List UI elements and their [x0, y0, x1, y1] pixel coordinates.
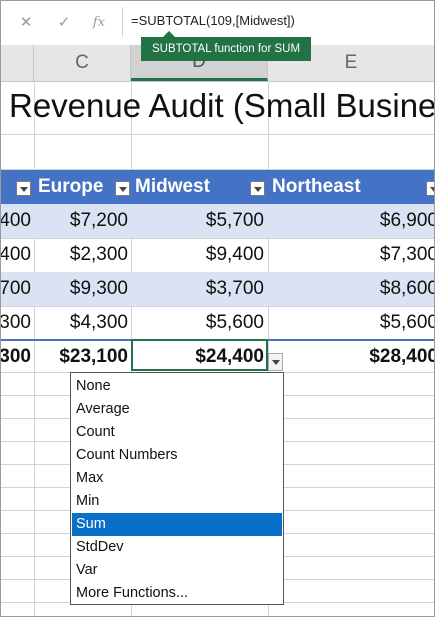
- total-cell[interactable]: $23,100: [59, 346, 128, 367]
- active-cell-outline: [131, 339, 268, 371]
- filter-dropdown-icon[interactable]: [115, 181, 130, 196]
- enter-icon[interactable]: ✓: [57, 14, 71, 31]
- menu-item-max[interactable]: Max: [76, 470, 104, 486]
- sheet-title[interactable]: Revenue Audit (Small Business: [9, 87, 435, 124]
- table-cell[interactable]: $8,600: [379, 278, 435, 299]
- header-europe[interactable]: Europe: [38, 176, 104, 197]
- table-cell[interactable]: $9,400: [205, 244, 264, 265]
- column-header-partial[interactable]: [1, 45, 34, 81]
- total-cell-midwest[interactable]: $24,400: [195, 346, 264, 367]
- table-cell[interactable]: 700: [0, 278, 31, 299]
- filter-dropdown-icon[interactable]: [250, 181, 265, 196]
- menu-item-var[interactable]: Var: [76, 562, 98, 578]
- table-cell[interactable]: 400: [0, 210, 31, 231]
- table-cell[interactable]: $5,600: [379, 312, 435, 333]
- menu-item-stddev[interactable]: StdDev: [76, 539, 124, 555]
- table-cell[interactable]: $3,700: [205, 278, 264, 299]
- table-cell[interactable]: $4,300: [69, 312, 128, 333]
- grid-line: [1, 238, 434, 239]
- grid-line: [34, 81, 35, 616]
- table-cell[interactable]: $7,200: [69, 210, 128, 231]
- table-cell[interactable]: $5,600: [205, 312, 264, 333]
- menu-item-average[interactable]: Average: [76, 401, 130, 417]
- table-cell[interactable]: $7,300: [379, 244, 435, 265]
- formula-bar-divider: [122, 7, 123, 37]
- function-tooltip: SUBTOTAL function for SUM: [141, 31, 311, 61]
- total-row: 300 $23,100 $24,400 $28,400: [1, 340, 434, 374]
- cell-dropdown-button[interactable]: [268, 353, 283, 371]
- table-cell[interactable]: 400: [0, 244, 31, 265]
- grid-line: [268, 81, 269, 616]
- menu-item-none[interactable]: None: [76, 378, 111, 394]
- grid-line: [1, 134, 434, 135]
- table-cell[interactable]: $6,900: [379, 210, 435, 231]
- cancel-icon[interactable]: ✕: [19, 14, 33, 31]
- total-cell[interactable]: $28,400: [369, 346, 435, 367]
- table-row: 400 $7,200 $5,700 $6,900: [1, 204, 434, 238]
- grid-line: [1, 306, 434, 307]
- menu-item-min[interactable]: Min: [76, 493, 100, 509]
- table-row: 700 $9,300 $3,700 $8,600: [1, 272, 434, 306]
- table-row: 300 $4,300 $5,600 $5,600: [1, 306, 434, 340]
- header-northeast[interactable]: Northeast: [272, 176, 361, 197]
- menu-item-more-functions[interactable]: More Functions...: [76, 585, 189, 601]
- filter-dropdown-icon[interactable]: [16, 181, 31, 196]
- menu-item-count-numbers[interactable]: Count Numbers: [76, 447, 178, 463]
- total-function-list: None Average Count Count Numbers Max Min…: [70, 372, 284, 605]
- formula-input[interactable]: =SUBTOTAL(109,[Midwest]): [131, 13, 295, 28]
- header-midwest[interactable]: Midwest: [135, 176, 210, 197]
- insert-function-icon[interactable]: fx: [92, 14, 106, 30]
- filter-dropdown-icon[interactable]: [426, 181, 434, 196]
- table-header-row: Europe Midwest Northeast: [1, 170, 434, 204]
- total-cell[interactable]: 300: [0, 346, 31, 367]
- table-row: 400 $2,300 $9,400 $7,300: [1, 238, 434, 272]
- grid-line: [1, 169, 434, 170]
- table-cell[interactable]: $2,300: [69, 244, 128, 265]
- table-cell[interactable]: 300: [0, 312, 31, 333]
- table-cell[interactable]: $9,300: [69, 278, 128, 299]
- column-header-c[interactable]: C: [34, 45, 131, 81]
- column-header-e[interactable]: E: [344, 52, 358, 73]
- menu-item-count[interactable]: Count: [76, 424, 115, 440]
- table-cell[interactable]: $5,700: [205, 210, 264, 231]
- menu-item-sum[interactable]: Sum: [72, 513, 282, 536]
